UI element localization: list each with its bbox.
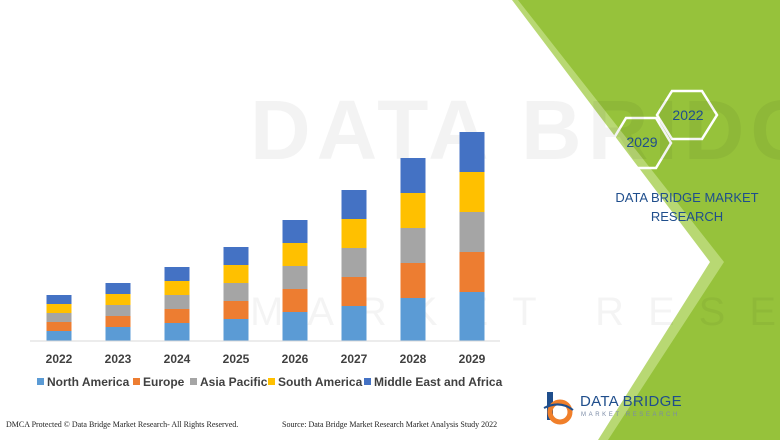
bar-middle-east-and-africa-2022 (46, 295, 72, 304)
bar-north-america-2023 (105, 327, 131, 341)
logo-tagline: MARKET RESEARCH (581, 412, 680, 418)
bar-north-america-2024 (164, 323, 190, 341)
bar-europe-2022 (46, 322, 72, 331)
x-tick-label-2023: 2023 (105, 352, 132, 366)
data-bridge-logo-icon (543, 392, 574, 425)
bar-middle-east-and-africa-2024 (164, 267, 190, 281)
copyright-footer: DMCA Protected © Data Bridge Market Rese… (6, 420, 239, 429)
x-tick-labels: 2022 2023 2024 2025 2026 2027 2028 2029 (46, 352, 486, 366)
bar-europe-2027 (341, 277, 367, 306)
bar-south-america-2023 (105, 294, 131, 305)
legend-swatch-north-america (37, 378, 44, 385)
legend-label-europe: Europe (143, 375, 185, 389)
bar-asia-pacific-2024 (164, 295, 190, 309)
x-tick-label-2024: 2024 (164, 352, 191, 366)
bar-north-america-2026 (282, 312, 308, 341)
source-footer: Source: Data Bridge Market Research Mark… (282, 420, 498, 429)
x-tick-label-2025: 2025 (223, 352, 250, 366)
legend-swatch-middle-east-and-africa (364, 378, 371, 385)
bar-asia-pacific-2023 (105, 305, 131, 316)
hexagon-2022-icon (655, 89, 719, 141)
bars-group (46, 132, 485, 341)
bar-south-america-2025 (223, 265, 249, 283)
x-tick-label-2028: 2028 (400, 352, 427, 366)
stacked-bar-chart: 2022 2023 2024 2025 2026 2027 2028 2029 North A… (30, 132, 503, 389)
bar-north-america-2029 (459, 292, 485, 341)
legend-swatch-south-america (268, 378, 275, 385)
brand-title: DATA BRIDGE MARKET RESEARCH (615, 190, 759, 224)
bar-europe-2026 (282, 289, 308, 312)
bar-europe-2023 (105, 316, 131, 327)
data-bridge-logo: DATA BRIDGE MARKET RESEARCH (540, 388, 740, 428)
bar-south-america-2024 (164, 281, 190, 295)
x-tick-label-2027: 2027 (341, 352, 368, 366)
bar-europe-2025 (223, 301, 249, 319)
bar-asia-pacific-2025 (223, 283, 249, 301)
watermark-text: DATA BRIDGE (250, 82, 780, 179)
bar-north-america-2027 (341, 306, 367, 341)
bar-north-america-2022 (46, 331, 72, 341)
legend: North America Europe Asia Pacific South Ame… (37, 375, 503, 389)
bar-south-america-2026 (282, 243, 308, 266)
watermark-subtext: MARKET RESEARCH (250, 290, 780, 335)
legend-label-middle-east-and-africa: Middle East and Africa (374, 375, 503, 389)
bar-middle-east-and-africa-2026 (282, 220, 308, 243)
bar-north-america-2028 (400, 298, 426, 341)
bar-asia-pacific-2028 (400, 228, 426, 263)
bar-asia-pacific-2027 (341, 248, 367, 277)
bar-north-america-2025 (223, 319, 249, 341)
hexagon-2029-icon (609, 116, 673, 170)
bar-south-america-2027 (341, 219, 367, 248)
x-tick-label-2026: 2026 (282, 352, 309, 366)
x-tick-label-2029: 2029 (459, 352, 486, 366)
legend-label-south-america: South America (278, 375, 363, 389)
bar-asia-pacific-2029 (459, 212, 485, 252)
legend-swatch-europe (133, 378, 140, 385)
bar-middle-east-and-africa-2025 (223, 247, 249, 265)
bar-asia-pacific-2022 (46, 313, 72, 322)
bar-europe-2024 (164, 309, 190, 323)
bar-middle-east-and-africa-2028 (400, 158, 426, 193)
hexagon-2029-label: 2029 (626, 134, 658, 150)
bar-south-america-2029 (459, 172, 485, 212)
bar-europe-2029 (459, 252, 485, 292)
logo-name: DATA BRIDGE (580, 393, 682, 410)
bar-south-america-2022 (46, 304, 72, 313)
bar-asia-pacific-2026 (282, 266, 308, 289)
x-tick-label-2022: 2022 (46, 352, 73, 366)
legend-label-north-america: North America (47, 375, 130, 389)
bar-middle-east-and-africa-2029 (459, 132, 485, 172)
legend-swatch-asia-pacific (190, 378, 197, 385)
bar-europe-2028 (400, 263, 426, 298)
bar-middle-east-and-africa-2023 (105, 283, 131, 294)
bar-south-america-2028 (400, 193, 426, 228)
legend-label-asia-pacific: Asia Pacific (200, 375, 268, 389)
hexagon-2022-label: 2022 (672, 107, 704, 123)
bar-middle-east-and-africa-2027 (341, 190, 367, 219)
